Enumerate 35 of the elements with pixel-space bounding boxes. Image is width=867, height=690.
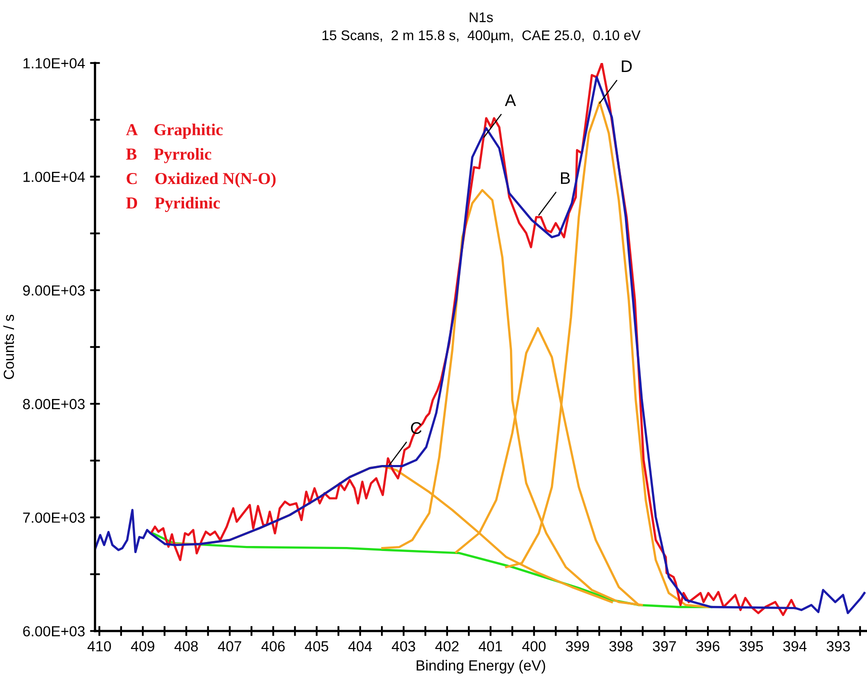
x-tick-label: 410	[88, 641, 111, 652]
annotation: B	[561, 172, 570, 184]
x-tick-label: 404	[348, 641, 372, 652]
x-tick-label: 408	[174, 641, 198, 652]
x-tick-label: 409	[130, 641, 154, 652]
y-tick-label: 1.00E+04	[24, 172, 85, 182]
y-axis-title: Counts / s	[3, 314, 14, 380]
y-tick-label: 8.00E+03	[23, 398, 85, 410]
annotation: D Pyridinic	[126, 196, 220, 212]
x-tick-label: 395	[740, 641, 763, 652]
y-tick-label: 1.10E+04	[24, 58, 85, 68]
x-tick-label: 403	[392, 641, 416, 652]
x-tick-label: 399	[566, 641, 589, 652]
x-tick-label: 396	[696, 641, 720, 652]
annotation: A Graphitic	[126, 124, 223, 139]
x-tick-label: 400	[522, 641, 546, 652]
y-tick-label: 9.00E+03	[23, 285, 85, 296]
x-tick-label: 401	[478, 641, 502, 652]
annotation: A	[504, 94, 516, 106]
x-tick-label: 407	[218, 641, 242, 652]
x-tick-label: 406	[261, 641, 285, 652]
x-tick-label: 397	[652, 641, 676, 652]
chart-subtitle: 15 Scans, 2 m 15.8 s, 400µm, CAE 25.0, 0.10 eV	[322, 30, 641, 43]
x-tick-label: 393	[826, 641, 850, 652]
annotation: C Oxidized N(N-O)	[126, 172, 276, 188]
chart-title: N1s	[470, 12, 493, 22]
x-tick-label: 398	[609, 641, 632, 652]
y-tick-label: 6.00E+03	[23, 626, 85, 636]
annotation: D	[622, 60, 632, 72]
x-tick-label: 402	[435, 641, 459, 652]
annotation: B Pyrrolic	[126, 148, 212, 164]
x-tick-label: 405	[304, 641, 328, 652]
y-tick-label: 7.00E+03	[23, 512, 85, 523]
x-axis-title: Binding Energy (eV)	[416, 660, 546, 674]
x-tick-label: 394	[783, 641, 807, 652]
